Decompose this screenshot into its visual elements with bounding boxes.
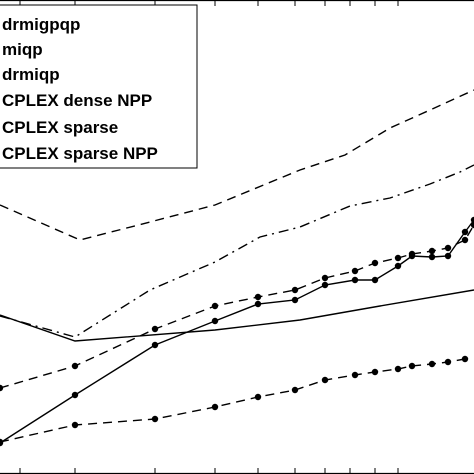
series-point-cplex-dense-npp-12 bbox=[444, 252, 452, 260]
series-point-cplex-sparse-14 bbox=[470, 221, 474, 229]
legend-box bbox=[0, 4, 198, 169]
chart-series bbox=[0, 89, 474, 447]
series-point-cplex-sparse-npp-1 bbox=[71, 421, 79, 429]
series-point-cplex-dense-npp-11 bbox=[428, 253, 436, 261]
legend-entry-cplex-dense-npp: CPLEX dense NPP bbox=[2, 91, 152, 110]
series-point-cplex-sparse-npp-12 bbox=[444, 358, 452, 366]
series-point-cplex-dense-npp-1 bbox=[71, 391, 79, 399]
legend-entry-cplex-sparse-npp: CPLEX sparse NPP bbox=[2, 144, 158, 163]
series-point-cplex-dense-npp-13 bbox=[461, 228, 469, 236]
series-point-cplex-sparse-4 bbox=[254, 293, 262, 301]
series-point-cplex-sparse-npp-13 bbox=[461, 355, 469, 363]
series-line-drmigpqp bbox=[0, 289, 474, 342]
series-point-cplex-sparse-2 bbox=[151, 325, 159, 333]
series-line-cplex-sparse-npp bbox=[0, 358, 466, 443]
series-point-cplex-dense-npp-3 bbox=[211, 317, 219, 325]
series-point-cplex-sparse-5 bbox=[291, 286, 299, 294]
series-point-cplex-sparse-npp-9 bbox=[394, 365, 402, 373]
series-line-drmiqp bbox=[0, 164, 474, 338]
legend-entry-drmigpqp: drmigpqp bbox=[2, 15, 80, 34]
series-point-cplex-dense-npp-7 bbox=[351, 276, 359, 284]
legend-entry-drmiqp: drmiqp bbox=[2, 65, 60, 84]
series-point-cplex-sparse-6 bbox=[321, 274, 329, 282]
series-point-cplex-sparse-npp-2 bbox=[151, 415, 159, 423]
series-point-cplex-dense-npp-4 bbox=[254, 300, 262, 308]
series-point-cplex-sparse-npp-4 bbox=[254, 393, 262, 401]
series-point-cplex-sparse-7 bbox=[351, 267, 359, 275]
series-point-cplex-dense-npp-9 bbox=[394, 262, 402, 270]
series-point-cplex-sparse-11 bbox=[428, 247, 436, 255]
series-point-cplex-dense-npp-6 bbox=[321, 281, 329, 289]
series-point-cplex-sparse-npp-7 bbox=[351, 371, 359, 379]
legend-entry-miqp: miqp bbox=[2, 40, 43, 59]
series-line-cplex-sparse bbox=[0, 224, 474, 389]
series-point-cplex-sparse-1 bbox=[71, 362, 79, 370]
series-point-cplex-dense-npp-8 bbox=[371, 276, 379, 284]
series-point-cplex-sparse-12 bbox=[444, 244, 452, 252]
series-point-cplex-sparse-npp-3 bbox=[211, 403, 219, 411]
series-point-cplex-sparse-npp-11 bbox=[428, 360, 436, 368]
series-point-cplex-sparse-npp-5 bbox=[291, 386, 299, 394]
series-line-cplex-dense-npp bbox=[0, 219, 474, 444]
series-point-cplex-sparse-10 bbox=[408, 250, 416, 258]
series-point-cplex-sparse-npp-8 bbox=[371, 368, 379, 376]
series-line-miqp bbox=[0, 89, 474, 241]
series-point-cplex-dense-npp-5 bbox=[291, 296, 299, 304]
series-point-cplex-sparse-0 bbox=[0, 384, 4, 392]
series-point-cplex-sparse-npp-6 bbox=[321, 376, 329, 384]
series-point-cplex-dense-npp-14 bbox=[470, 216, 474, 224]
legend-entry-cplex-sparse: CPLEX sparse bbox=[2, 118, 118, 137]
series-point-cplex-sparse-npp-10 bbox=[408, 362, 416, 370]
series-point-cplex-sparse-npp-0 bbox=[0, 438, 4, 446]
chart-legend: drmigpqp miqp drmiqp CPLEX dense NPP CPL… bbox=[0, 4, 198, 169]
series-point-cplex-sparse-9 bbox=[394, 254, 402, 262]
series-point-cplex-sparse-3 bbox=[211, 302, 219, 310]
series-point-cplex-sparse-8 bbox=[371, 259, 379, 267]
series-point-cplex-sparse-13 bbox=[461, 236, 469, 244]
series-point-cplex-dense-npp-2 bbox=[151, 341, 159, 349]
